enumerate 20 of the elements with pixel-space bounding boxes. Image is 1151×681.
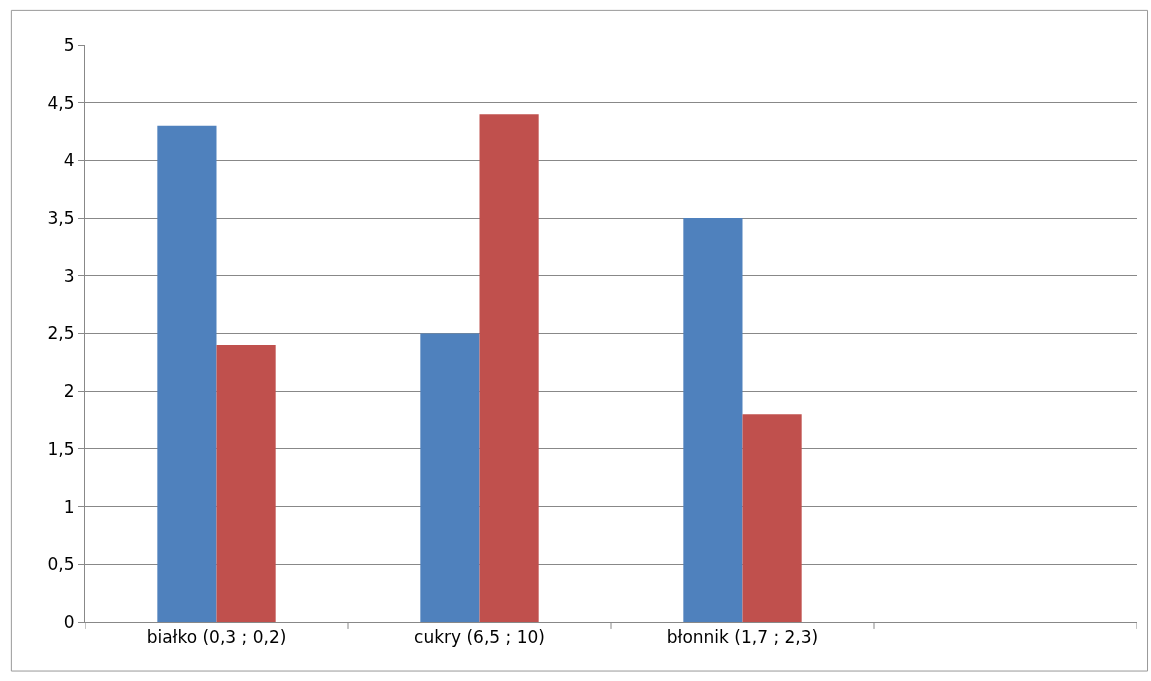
x-tick-label: białko (0,3 ; 0,2) <box>146 627 287 648</box>
y-tick-label: 2 <box>63 381 75 402</box>
bar <box>420 333 480 622</box>
y-tick-label: 4 <box>63 150 75 171</box>
y-tick-label: 4,5 <box>47 92 75 113</box>
bar <box>157 125 217 622</box>
bar <box>742 414 802 622</box>
y-tick-label: 5 <box>63 34 75 55</box>
y-tick-label: 2,5 <box>47 323 75 344</box>
y-tick-label: 1,5 <box>47 438 75 459</box>
y-tick-label: 1 <box>63 496 75 517</box>
y-tick-label: 0 <box>63 611 75 632</box>
y-tick-label: 0,5 <box>47 554 75 575</box>
bar <box>216 345 276 622</box>
y-tick-label: 3,5 <box>47 208 75 229</box>
bar <box>683 218 743 622</box>
bar <box>479 114 539 622</box>
x-tick-label: błonnik (1,7 ; 2,3) <box>666 627 819 648</box>
y-tick-label: 3 <box>63 265 75 286</box>
x-tick-label: cukry (6,5 ; 10) <box>414 627 545 648</box>
